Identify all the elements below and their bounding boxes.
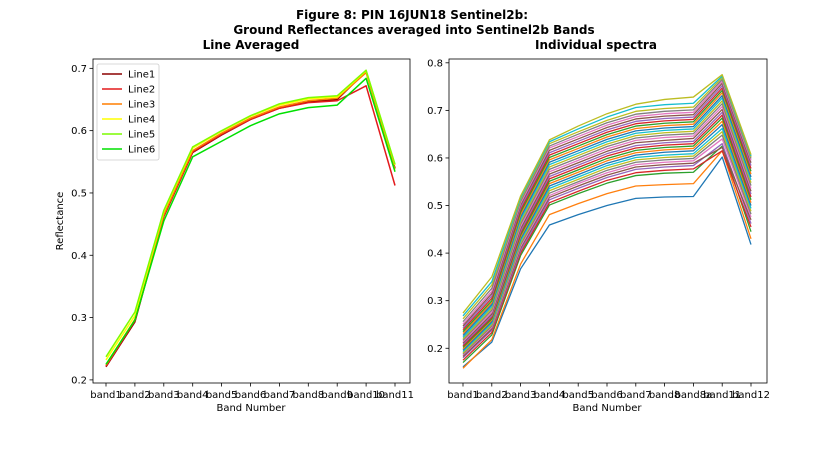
x-tick-label: band8a — [675, 390, 713, 401]
x-tick-label: band8 — [293, 390, 325, 401]
legend-entry-label: Line2 — [128, 85, 155, 96]
y-tick-label: 0.3 — [71, 313, 87, 324]
figure-title-line1: Figure 8: PIN 16JUN18 Sentinel2b: — [296, 8, 528, 22]
series-line-21 — [462, 94, 752, 336]
series-line-13 — [462, 117, 752, 348]
legend-box — [96, 63, 160, 161]
y-tick-label: 0.2 — [71, 375, 87, 386]
legend-entry-label: Line1 — [128, 70, 155, 81]
x-tick-label: band3 — [148, 390, 180, 401]
series-line-20 — [462, 97, 752, 338]
legend: Line1 Line2 Line3 Line4 Line5 Line6 — [96, 63, 160, 161]
series-line-24 — [462, 87, 752, 331]
y-tick-label: 0.2 — [427, 344, 443, 355]
x-axis-label: Band Number — [216, 403, 286, 414]
series-line-28 — [462, 78, 752, 323]
series-line-30 — [462, 75, 752, 317]
chart-title: Individual spectra — [535, 38, 657, 52]
x-tick-label: band1 — [447, 390, 479, 401]
figure-title-line2: Ground Reflectances averaged into Sentin… — [233, 23, 594, 37]
series-line-4 — [462, 150, 752, 361]
x-tick-label: band12 — [732, 390, 770, 401]
series-line-29 — [462, 76, 752, 320]
series-line-22 — [462, 92, 752, 334]
series-line-5 — [105, 69, 396, 358]
chart-individual-spectra: Individual spectra Band Number band1band… — [427, 38, 770, 414]
chart-title: Line Averaged — [203, 38, 300, 52]
x-tick-label: band8 — [649, 390, 681, 401]
legend-entry-label: Line3 — [128, 100, 155, 111]
x-tick-label: band4 — [534, 390, 566, 401]
series-line-17 — [462, 105, 752, 343]
x-tick-label: band4 — [177, 390, 209, 401]
x-tick-label: band7 — [620, 390, 652, 401]
y-axis-label: Reflectance — [55, 192, 66, 251]
series-line-3 — [105, 71, 396, 366]
axes-frame — [92, 58, 411, 384]
y-tick-label: 0.8 — [427, 58, 443, 69]
series-line-2 — [462, 150, 752, 369]
series-line-23 — [462, 89, 752, 333]
x-tick-label: band6 — [235, 390, 267, 401]
legend-entry-label: Line5 — [128, 130, 155, 141]
x-tick-label: band1 — [90, 390, 122, 401]
y-tick-label: 0.7 — [71, 64, 87, 75]
x-tick-label: band9 — [321, 390, 353, 401]
axes-frame — [448, 58, 768, 384]
y-tick-label: 0.3 — [427, 296, 443, 307]
y-tick-label: 0.5 — [71, 188, 87, 199]
x-tick-label: band5 — [206, 390, 238, 401]
y-tick-label: 0.6 — [71, 126, 87, 137]
legend-entry-label: Line4 — [128, 115, 155, 126]
series-line-15 — [462, 111, 752, 345]
x-tick-label: band11 — [376, 390, 414, 401]
x-tick-label: band2 — [476, 390, 508, 401]
series-line-27 — [462, 80, 752, 325]
x-axis-label: Band Number — [572, 403, 642, 414]
x-tick-label: band11 — [703, 390, 741, 401]
series-line-6 — [105, 77, 396, 365]
x-tick-label: band2 — [119, 390, 151, 401]
chart-line-averaged: Line Averaged Band Number Reflectance ba… — [55, 38, 414, 414]
x-tick-label: band7 — [264, 390, 296, 401]
series-line-18 — [462, 103, 752, 341]
x-tick-label: band10 — [347, 390, 385, 401]
series-line-19 — [462, 100, 752, 340]
series-line-25 — [462, 84, 752, 329]
series-line-31 — [462, 74, 752, 314]
y-tick-label: 0.4 — [71, 251, 87, 262]
series-line-16 — [462, 108, 752, 344]
legend-entry-label: Line6 — [128, 145, 155, 156]
y-tick-label: 0.7 — [427, 106, 443, 117]
x-tick-label: band3 — [505, 390, 537, 401]
x-tick-label: band6 — [591, 390, 623, 401]
y-tick-label: 0.5 — [427, 201, 443, 212]
y-tick-label: 0.4 — [427, 249, 443, 260]
x-tick-label: band5 — [562, 390, 594, 401]
series-line-1 — [462, 156, 752, 368]
y-tick-label: 0.6 — [427, 153, 443, 164]
